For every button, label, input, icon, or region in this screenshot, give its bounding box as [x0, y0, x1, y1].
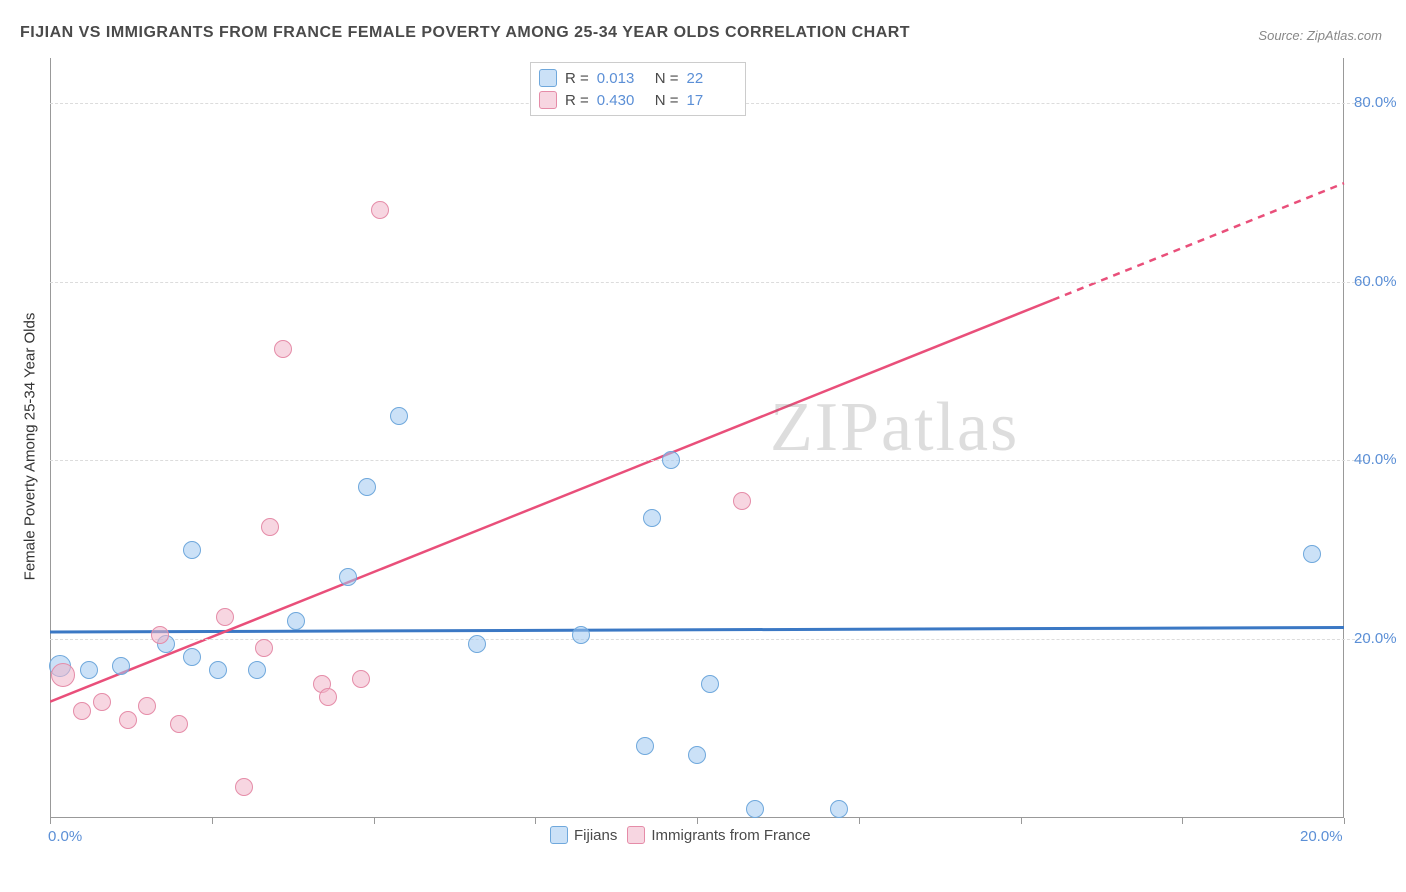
gridline [50, 460, 1370, 461]
x-tick [535, 818, 536, 824]
data-point [636, 737, 654, 755]
data-point [339, 568, 357, 586]
data-point [255, 639, 273, 657]
watermark: ZIPatlas [770, 388, 1019, 468]
data-point [183, 648, 201, 666]
data-point [261, 518, 279, 536]
data-point [287, 612, 305, 630]
source-name: ZipAtlas.com [1307, 28, 1382, 43]
x-tick [1344, 818, 1345, 824]
x-tick-label: 20.0% [1300, 828, 1343, 845]
gridline [50, 639, 1370, 640]
data-point [830, 800, 848, 818]
n-label: N = [655, 70, 679, 87]
n-value: 22 [687, 70, 737, 87]
x-tick [374, 818, 375, 824]
data-point [248, 661, 266, 679]
source-attribution: Source: ZipAtlas.com [1258, 28, 1382, 43]
stats-row: R = 0.430 N = 17 [539, 89, 737, 111]
trend-lines [50, 58, 1370, 818]
legend-label: Fijians [574, 827, 617, 844]
data-point [209, 661, 227, 679]
correlation-stats-box: R = 0.013 N = 22 R = 0.430 N = 17 [530, 62, 746, 116]
data-point [73, 702, 91, 720]
data-point [352, 670, 370, 688]
data-point [358, 478, 376, 496]
y-axis-label: Female Poverty Among 25-34 Year Olds [22, 313, 39, 581]
series-swatch [539, 69, 557, 87]
x-tick [697, 818, 698, 824]
data-point [112, 657, 130, 675]
legend-item: Fijians [550, 826, 617, 844]
source-label: Source: [1258, 28, 1303, 43]
legend-swatch [550, 826, 568, 844]
scatter-plot: ZIPatlas 20.0%40.0%60.0%80.0%0.0%20.0% [50, 58, 1370, 818]
data-point [119, 711, 137, 729]
data-point [643, 509, 661, 527]
stats-row: R = 0.013 N = 22 [539, 67, 737, 89]
gridline [50, 282, 1370, 283]
data-point [274, 340, 292, 358]
x-tick [50, 818, 51, 824]
legend-label: Immigrants from France [651, 827, 810, 844]
r-label: R = [565, 92, 589, 109]
data-point [662, 451, 680, 469]
data-point [688, 746, 706, 764]
data-point [80, 661, 98, 679]
data-point [216, 608, 234, 626]
data-point [733, 492, 751, 510]
y-tick-label: 60.0% [1354, 273, 1397, 290]
legend-swatch [627, 826, 645, 844]
data-point [138, 697, 156, 715]
legend: Fijians Immigrants from France [550, 826, 811, 844]
data-point [468, 635, 486, 653]
r-label: R = [565, 70, 589, 87]
data-point [170, 715, 188, 733]
data-point [572, 626, 590, 644]
y-tick-label: 20.0% [1354, 630, 1397, 647]
data-point [235, 778, 253, 796]
series-swatch [539, 91, 557, 109]
data-point [151, 626, 169, 644]
legend-item: Immigrants from France [627, 826, 810, 844]
y-axis-line-right [1343, 58, 1344, 818]
r-value: 0.013 [597, 70, 647, 87]
n-label: N = [655, 92, 679, 109]
chart-area: Female Poverty Among 25-34 Year Olds ZIP… [50, 58, 1370, 818]
x-tick [859, 818, 860, 824]
data-point [746, 800, 764, 818]
n-value: 17 [687, 92, 737, 109]
data-point [51, 663, 75, 687]
x-tick-label: 0.0% [48, 828, 82, 845]
r-value: 0.430 [597, 92, 647, 109]
y-tick-label: 80.0% [1354, 94, 1397, 111]
y-axis-line [50, 58, 51, 818]
data-point [319, 688, 337, 706]
y-tick-label: 40.0% [1354, 451, 1397, 468]
data-point [93, 693, 111, 711]
data-point [371, 201, 389, 219]
data-point [183, 541, 201, 559]
data-point [390, 407, 408, 425]
x-tick [1182, 818, 1183, 824]
chart-title: FIJIAN VS IMMIGRANTS FROM FRANCE FEMALE … [20, 24, 910, 42]
data-point [701, 675, 719, 693]
x-tick [1021, 818, 1022, 824]
data-point [1303, 545, 1321, 563]
x-tick [212, 818, 213, 824]
